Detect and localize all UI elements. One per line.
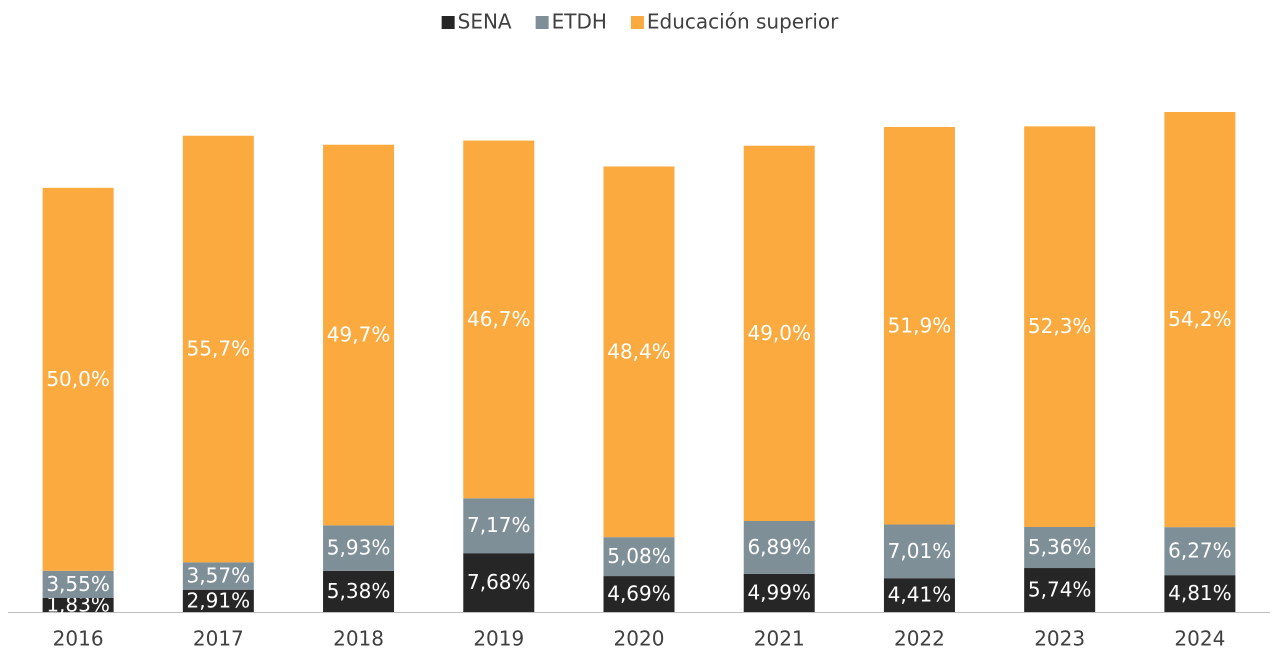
x-tick-label: 2020 [614,627,665,651]
x-tick-label: 2021 [754,627,805,651]
bar-segment [42,570,114,598]
data-label: 7,68% [467,570,531,594]
bar-segment [182,135,254,563]
data-label: 48,4% [607,339,671,363]
data-label: 6,89% [747,535,811,559]
data-label: 5,93% [327,536,391,560]
bar-segment [42,187,114,571]
bar-segment [603,537,675,577]
legend-label: Educación superior [647,10,839,34]
x-tick-label: 2024 [1174,627,1225,651]
bar-segment [323,570,395,612]
data-label: 5,08% [607,544,671,568]
bar-segment [1024,526,1096,569]
bar-segment [603,166,675,538]
bar-segment [883,578,955,612]
x-tick-label: 2016 [53,627,104,651]
data-label: 3,57% [187,564,251,588]
bar-segment [463,140,535,499]
x-tick-label: 2018 [333,627,384,651]
data-label: 55,7% [187,337,251,361]
legend-swatch [630,16,644,29]
bar-segment [743,521,815,574]
legend-label: ETDH [552,10,607,34]
bar-segment [323,144,395,526]
x-tick-label: 2017 [193,627,244,651]
bar-segment [323,525,395,571]
bar-segment [1164,575,1236,612]
data-label: 54,2% [1168,307,1232,331]
data-label: 49,0% [747,321,811,345]
legend-swatch [441,16,455,29]
bar-segment [182,562,254,590]
data-label: 50,0% [46,367,110,391]
data-label: 2,91% [187,588,251,612]
bar-segment [1164,112,1236,528]
x-tick-label: 2022 [894,627,945,651]
data-label: 4,99% [747,580,811,604]
data-label: 51,9% [888,313,952,337]
legend-label: SENA [458,10,512,34]
bar-segment [883,524,955,579]
bar-segment [182,589,254,612]
data-label: 7,01% [888,539,952,563]
bar-segment [463,553,535,612]
data-label: 3,55% [46,572,110,596]
bar-segment [603,576,675,612]
data-label: 4,69% [607,582,671,606]
bar-segment [1164,527,1236,576]
data-label: 5,36% [1028,535,1092,559]
legend-swatch [535,16,549,29]
data-label: 52,3% [1028,314,1092,338]
bar-segment [883,127,955,525]
data-label: 4,81% [1168,581,1232,605]
bar-segment [743,145,815,522]
x-tick-label: 2019 [473,627,524,651]
data-label: 5,74% [1028,578,1092,602]
bar-segment [743,573,815,612]
data-label: 6,27% [1168,539,1232,563]
data-label: 4,41% [888,583,952,607]
bar-segment [1024,126,1096,527]
data-label: 46,7% [467,307,531,331]
data-label: 5,38% [327,579,391,603]
bar-segment [1024,568,1096,612]
bar-segment [463,498,535,554]
data-label: 7,17% [467,513,531,537]
bar-segment [42,597,114,612]
x-tick-label: 2023 [1034,627,1085,651]
data-label: 49,7% [327,323,391,347]
